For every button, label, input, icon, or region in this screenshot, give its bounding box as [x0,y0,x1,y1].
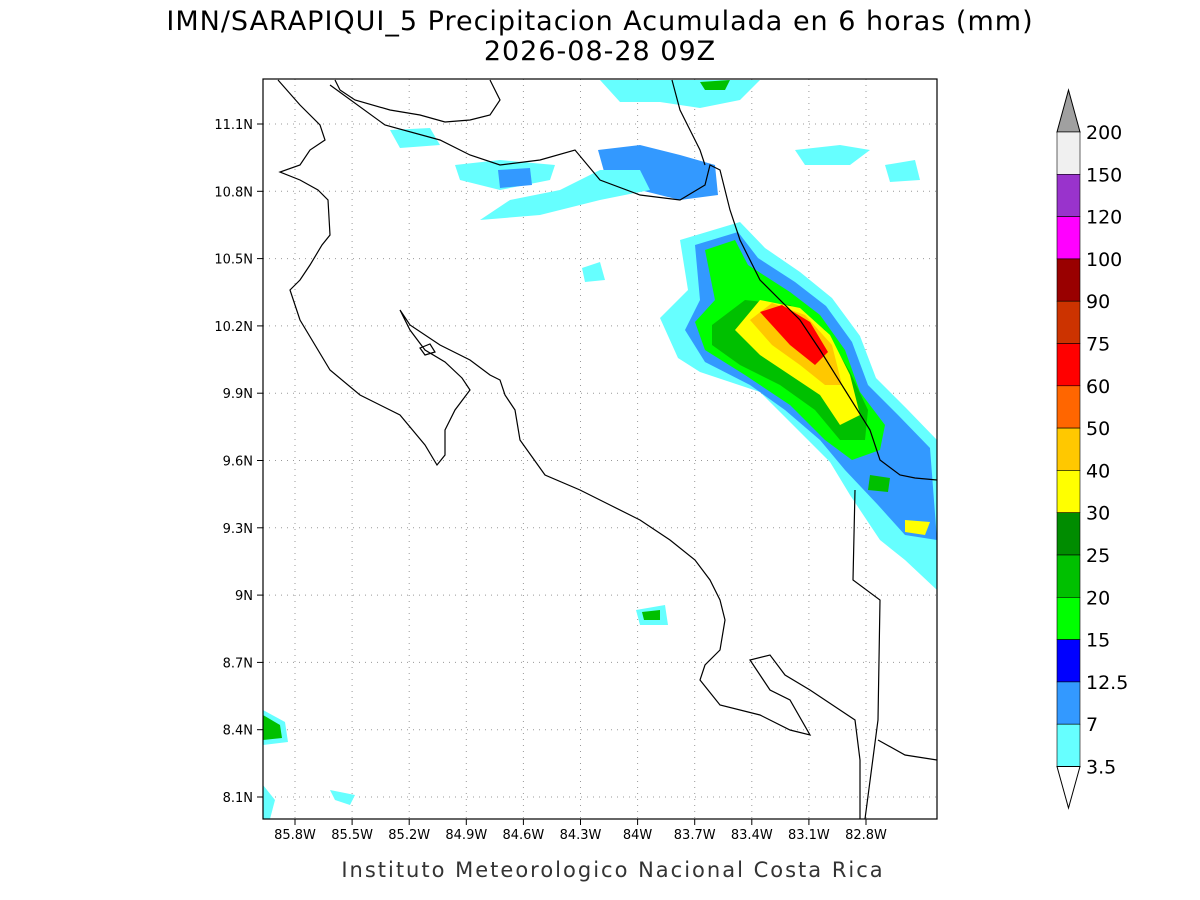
colorbar-box [1056,343,1081,387]
colorbar-label: 120 [1086,207,1122,229]
map-frame [262,78,938,820]
colorbar-label: 20 [1086,587,1110,609]
colorbar-label: 100 [1086,249,1122,271]
y-tick-label: 9.9N [223,387,253,402]
precipitation [263,80,937,819]
y-tick-label: 8.4N [223,724,253,739]
y-tick-label: 10.2N [214,320,253,335]
y-tick-label: 9N [235,589,253,604]
x-tick-label: 83.4W [731,828,773,843]
x-tick-label: 85.8W [274,828,316,843]
colorbar-box [1056,216,1081,260]
colorbar-box [1056,385,1081,429]
x-tick-label: 85.2W [388,828,430,843]
colorbar-box [1056,427,1081,471]
title: IMN/SARAPIQUI_5 Precipitacion Acumulada … [166,6,1033,37]
colorbar-label: 50 [1086,418,1110,440]
y-tick-label: 9.6N [223,455,253,470]
colorbar-top [1056,88,1081,133]
colorbar-box [1056,723,1081,767]
colorbar-box [1056,470,1081,513]
colorbar-label: 90 [1086,291,1110,313]
colorbar-label: 25 [1086,545,1110,567]
colorbar-label: 75 [1086,334,1110,356]
colorbar-label: 60 [1086,376,1110,398]
colorbar-label: 30 [1086,503,1110,525]
y-tick-label: 9.3N [223,522,253,537]
colorbar-label: 3.5 [1086,757,1116,779]
colorbar-box [1056,596,1081,640]
colorbar-label: 150 [1086,164,1122,186]
colorbar-box [1056,300,1081,344]
x-tick-label: 84W [623,828,653,843]
x-tick-label: 84.3W [560,828,602,843]
colorbar-box [1056,512,1081,556]
subtitle: 2026-08-28 09Z [484,36,716,67]
colorbar-bottom [1056,766,1081,810]
x-tick-label: 85.5W [331,828,373,843]
colorbar-box [1056,131,1081,175]
y-tick-label: 8.7N [223,656,253,671]
x-tick-label: 82.8W [845,828,887,843]
colorbar-box [1056,174,1081,217]
y-tick-label: 10.8N [214,185,253,200]
colorbar-box [1056,258,1081,302]
coastlines [277,79,937,819]
footer: Instituto Meteorologico Nacional Costa R… [341,858,884,882]
colorbar-box [1056,554,1081,598]
y-tick-label: 11.1N [214,118,253,133]
y-tick-label: 10.5N [214,253,253,268]
colorbar-label: 7 [1086,714,1098,736]
x-tick-label: 83.1W [788,828,830,843]
x-tick-label: 84.9W [445,828,487,843]
colorbar: 200 150 120 100 90 75 60 50 40 30 25 20 15 12.5 7 3.5 [1056,88,1128,810]
y-tick-label: 8.1N [223,791,253,806]
colorbar-box [1056,639,1081,683]
x-tick-label: 84.6W [502,828,544,843]
colorbar-label: 200 [1086,122,1122,144]
colorbar-box [1056,681,1081,725]
colorbar-label: 40 [1086,460,1110,482]
colorbar-label: 12.5 [1086,672,1128,694]
colorbar-label: 15 [1086,630,1110,652]
x-tick-label: 83.7W [674,828,716,843]
